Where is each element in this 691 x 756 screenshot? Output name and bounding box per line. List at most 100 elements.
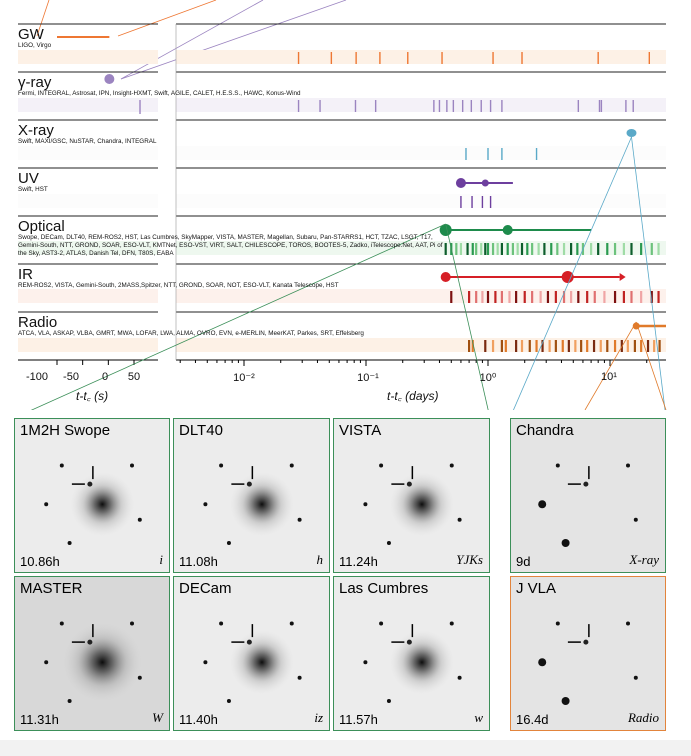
field-star — [457, 675, 462, 680]
callout-line-optical — [445, 223, 489, 410]
bottom-strip — [0, 740, 691, 756]
linear-tick-label: 0 — [101, 371, 109, 383]
observation-strip — [176, 146, 666, 160]
field-star — [386, 541, 391, 545]
uv-point — [481, 179, 489, 187]
panel-filter: i — [159, 552, 163, 567]
band-instruments-gw: LIGO, Virgo — [18, 42, 52, 49]
observation-strip — [18, 50, 158, 64]
band-label-ir: IR — [18, 266, 33, 283]
field-star — [633, 517, 638, 522]
panel-image — [334, 419, 489, 572]
galaxy-ngc4993 — [229, 630, 294, 695]
panel-j-vla: J VLA 16.4d Radio — [510, 576, 666, 731]
panel-image — [511, 419, 665, 572]
panel-dlt40: DLT40 11.08h h — [173, 418, 330, 573]
band-instruments-ir: REM-ROS2, VISTA, Gemini-South, 2MASS,Spi… — [18, 282, 339, 289]
field-star — [44, 660, 49, 665]
callout-line-optical — [30, 223, 446, 410]
field-star — [137, 517, 142, 522]
observation-strip — [176, 289, 666, 303]
connector-line — [120, 0, 347, 80]
galaxy-ngc4993 — [62, 622, 143, 703]
panel-title: VISTA — [339, 422, 382, 439]
transient-source — [583, 481, 589, 487]
panel-time: 9d — [516, 554, 531, 569]
panel-title: DLT40 — [179, 422, 223, 439]
band-instruments-uv: Swift, HST — [18, 186, 48, 193]
panel-image — [15, 419, 169, 572]
transient-source — [87, 639, 93, 645]
panel-time: 11.57h — [339, 712, 378, 727]
band-label-gamma: γ-ray — [18, 74, 52, 91]
observation-strip — [176, 98, 666, 112]
panel-title: Chandra — [516, 422, 574, 439]
panel-image — [15, 577, 169, 730]
band-label-xray: X-ray — [18, 122, 54, 139]
log-tick-label: 10⁻² — [233, 372, 255, 384]
field-star — [379, 621, 384, 626]
panel-title: DECam — [179, 580, 232, 597]
connector-line — [120, 0, 264, 80]
panel-master: MASTER 11.31h W — [14, 576, 170, 731]
observation-strip — [18, 241, 158, 255]
field-star — [626, 621, 630, 626]
field-star — [297, 517, 302, 522]
observation-strip — [176, 338, 666, 352]
field-star — [538, 658, 547, 667]
panel-time: 10.86h — [20, 554, 60, 569]
panel-filter: Radio — [627, 710, 659, 725]
callout-line-xray — [513, 136, 632, 410]
panel-las-cumbres: Las Cumbres 11.57h w — [333, 576, 490, 731]
field-star — [561, 697, 570, 705]
ir-arrow — [619, 273, 626, 281]
observation-strip — [176, 194, 666, 208]
linear-tick-label: -50 — [63, 371, 79, 383]
panel-filter: iz — [314, 710, 323, 725]
field-star — [226, 699, 231, 703]
xray-marker — [626, 129, 637, 137]
band-label-radio: Radio — [18, 314, 58, 331]
field-star — [67, 541, 72, 545]
panel-1m2h-swope: 1M2H Swope 10.86h i — [14, 418, 170, 573]
log-axis-title: t-t꜀ (days) — [387, 389, 439, 403]
panel-title: Las Cumbres — [339, 580, 429, 597]
panel-filter: W — [152, 710, 163, 725]
field-star — [59, 621, 64, 626]
uv-point — [455, 178, 466, 188]
callout-line-radio — [584, 321, 637, 410]
field-star — [130, 621, 134, 626]
transient-source — [87, 481, 93, 487]
field-star — [219, 463, 224, 468]
band-instruments-gamma: Fermi, INTEGRAL, Astrosat, IPN, Insight-… — [18, 90, 301, 97]
observation-strip — [18, 98, 158, 112]
panel-time: 11.08h — [179, 554, 218, 569]
galaxy-ngc4993 — [389, 630, 454, 695]
panel-image — [174, 577, 329, 730]
gamma-marker — [104, 74, 115, 84]
field-star — [297, 675, 302, 680]
band-label-uv: UV — [18, 170, 39, 187]
observation-strip — [18, 194, 158, 208]
panel-title: J VLA — [516, 580, 557, 597]
band-label-optical: Optical — [18, 218, 65, 235]
band-instruments-optical: Swope, DECam, DLT40, REM-ROS2, HST, Las … — [18, 234, 443, 257]
panel-filter: YJKs — [456, 552, 483, 567]
transient-source — [406, 481, 412, 487]
linear-tick-label: -100 — [25, 371, 49, 383]
band-label-gw: GW — [18, 26, 44, 43]
observation-strip — [18, 146, 158, 160]
panel-vista: VISTA 11.24h YJKs — [333, 418, 490, 573]
optical-point — [439, 224, 452, 236]
panel-filter: h — [316, 552, 324, 567]
field-star — [289, 463, 294, 468]
panel-time: 11.40h — [179, 712, 218, 727]
linear-axis-title: t-t꜀ (s) — [76, 389, 109, 403]
observation-strip — [176, 50, 666, 64]
field-star — [457, 517, 462, 522]
field-star — [363, 660, 368, 665]
panel-filter: X-ray — [629, 552, 659, 567]
transient-source — [246, 639, 252, 645]
log-tick-label: 10⁻¹ — [357, 372, 379, 384]
observation-strip — [18, 338, 158, 352]
